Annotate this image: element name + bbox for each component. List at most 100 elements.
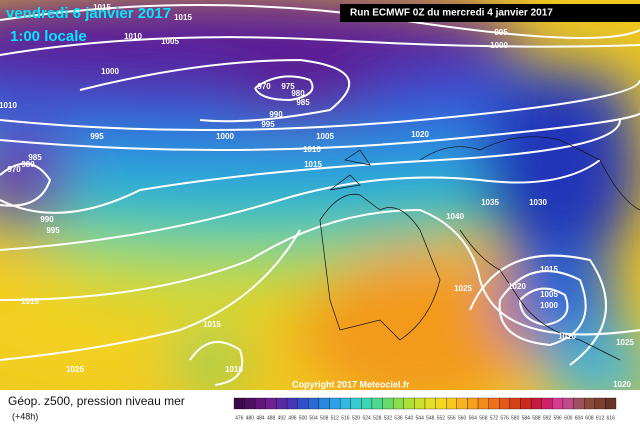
colorbar-label: 588	[532, 415, 541, 421]
colorbar-swatch	[382, 397, 394, 410]
colorbar-label: 532	[384, 415, 393, 421]
isobar-label: 1025	[616, 338, 634, 347]
colorbar-label: 484	[256, 415, 265, 421]
isobar-label: 985	[28, 153, 42, 162]
colorbar-label: 524	[362, 415, 371, 421]
colorbar-label: 568	[479, 415, 488, 421]
colorbar-swatch	[361, 397, 373, 410]
colorbar-label: 516	[341, 415, 350, 421]
isobar-label: 1015	[21, 297, 39, 306]
isobar-label: 995	[90, 132, 104, 141]
colorbar-label: 552	[437, 415, 446, 421]
colorbar-label: 476	[235, 415, 244, 421]
colorbar-label: 496	[288, 415, 297, 421]
colorbar-swatch	[339, 397, 351, 410]
run-label: Run ECMWF 0Z du mercredi 4 janvier 2017	[350, 8, 553, 19]
isobar-label: 1030	[529, 198, 547, 207]
isobar-label: 1015	[203, 320, 221, 329]
colorbar-label: 604	[575, 415, 584, 421]
colorbar-label: 612	[596, 415, 605, 421]
colorbar-swatch	[350, 397, 362, 410]
colorbar-label: 600	[564, 415, 573, 421]
colorbar-label: 576	[500, 415, 509, 421]
colorbar-label: 520	[352, 415, 361, 421]
copyright: Copyright 2017 Meteociel.fr	[292, 379, 410, 389]
colorbar-label: 488	[267, 415, 276, 421]
colorbar-label: 536	[394, 415, 403, 421]
colorbar-swatch	[424, 397, 436, 410]
colorbar-swatch	[573, 397, 585, 410]
colorbar-swatch	[435, 397, 447, 410]
valid-date: vendredi 6 janvier 2017	[6, 5, 171, 22]
isobar-label: 1025	[454, 284, 472, 293]
isobar-label: 990	[40, 215, 54, 224]
isobar-label: 1015	[93, 3, 111, 12]
isobar-label: 980	[291, 89, 305, 98]
isobar-label: 980	[21, 160, 35, 169]
colorbar-swatch	[584, 397, 595, 410]
colorbar-swatch	[520, 397, 532, 410]
colorbar-label: 608	[585, 415, 594, 421]
isobar-label: 1015	[540, 265, 558, 274]
colorbar-swatch	[393, 397, 404, 410]
local-time: 1:00 locale	[10, 28, 87, 45]
colorbar-swatch	[308, 397, 320, 410]
colorbar-label: 512	[331, 415, 340, 421]
isobar-label: 1020	[613, 380, 631, 389]
colorbar-swatch	[233, 397, 245, 410]
colorbar-label: 492	[278, 415, 287, 421]
colorbar-swatch	[530, 397, 542, 410]
isobar-label: 1005	[316, 132, 334, 141]
colorbar-swatch	[255, 397, 266, 410]
colorbar-swatch	[318, 397, 330, 410]
isobar-label: 1000	[216, 132, 234, 141]
isobar-label: 975	[281, 82, 295, 91]
isobar-label: 1010	[558, 332, 576, 341]
run-banner	[340, 4, 640, 22]
isobar-label: 1000	[101, 67, 119, 76]
colorbar-label: 544	[416, 415, 425, 421]
isobar-label: 1020	[508, 282, 526, 291]
coastlines	[319, 136, 640, 361]
isobar-label: 1000	[540, 301, 558, 310]
colorbar-swatch	[509, 397, 521, 410]
colorbar-swatch	[403, 397, 415, 410]
colorbar-swatch	[594, 397, 606, 410]
isobar-label: 1035	[481, 198, 499, 207]
colorbar-swatch	[541, 397, 553, 410]
colorbar-swatch	[552, 397, 564, 410]
colorbar-swatch	[499, 397, 511, 410]
isobar-label: 1010	[303, 145, 321, 154]
colorbar-swatch	[467, 397, 479, 410]
isobar-label: 1005	[540, 290, 558, 299]
isobar-label: 995	[261, 120, 275, 129]
colorbar-label: 556	[447, 415, 456, 421]
colorbar-label: 564	[469, 415, 478, 421]
colorbar-swatch	[286, 397, 298, 410]
isobar-label: 1010	[225, 365, 243, 374]
isobar-label: 1025	[66, 365, 84, 374]
colorbar-swatch	[605, 397, 617, 410]
isobar-label: 995	[494, 28, 508, 37]
isobar-label: 1040	[446, 212, 464, 221]
isobar-label: 1010	[124, 32, 142, 41]
isobars	[0, 4, 640, 386]
colorbar-swatch	[244, 397, 256, 410]
colorbar-label: 592	[543, 415, 552, 421]
isobar-label: 1000	[490, 41, 508, 50]
field	[0, 0, 640, 390]
colorbar-swatch	[265, 397, 277, 410]
colorbar-swatch	[477, 397, 489, 410]
colorbar-swatch	[371, 397, 383, 410]
colorbar-label: 548	[426, 415, 435, 421]
colorbar-label: 572	[490, 415, 499, 421]
colorbar-label: 584	[522, 415, 531, 421]
colorbar-label: 540	[405, 415, 414, 421]
colorbar-swatch	[297, 397, 309, 410]
colorbar-label: 528	[373, 415, 382, 421]
isobar-label: 995	[46, 226, 60, 235]
colorbar-label: 508	[320, 415, 329, 421]
